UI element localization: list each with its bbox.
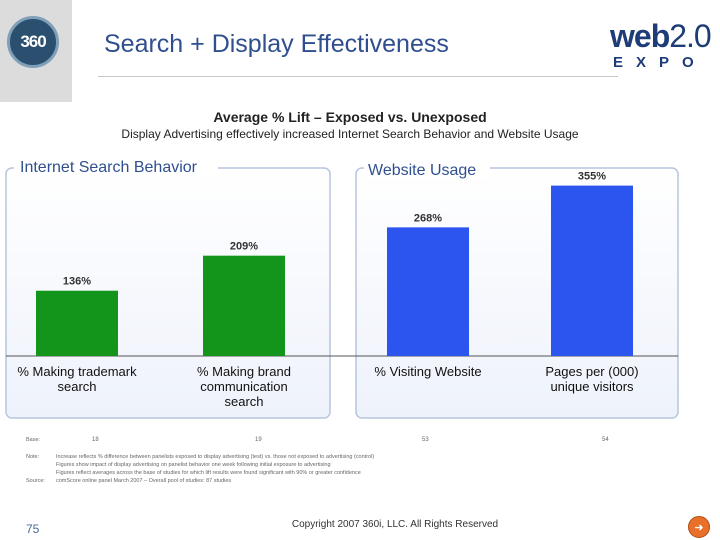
note-label: Note: <box>26 454 40 460</box>
note-line-1: Increase reflects % difference between p… <box>56 454 375 460</box>
slide-title: Search + Display Effectiveness <box>104 30 449 58</box>
source-label: Source: <box>26 478 45 484</box>
category-label-1: % Making trademark search <box>17 364 137 394</box>
web20-logo-text: web2.0 <box>610 18 712 54</box>
bar-value-label-3: 268% <box>414 212 442 224</box>
group-label-bg-search <box>14 156 218 176</box>
base-label: Base: <box>26 437 41 443</box>
copyright-text: Copyright 2007 360i, LLC. All Rights Res… <box>291 519 499 530</box>
title-divider <box>98 76 618 77</box>
bar-value-label-2: 209% <box>230 241 258 253</box>
bar-marks: 136% % Making trademark search 209% % Making… <box>17 171 638 409</box>
arrow-right-icon: ➜ <box>694 521 704 534</box>
base-value-4: 54 <box>602 437 609 443</box>
group-label-search-behavior: Internet Search Behavior <box>20 159 198 176</box>
category-label-4: Pages per (000) unique visitors <box>545 364 638 394</box>
web20-expo-logo: web2.0 EXPO <box>610 18 712 71</box>
chart-title: Average % Lift – Exposed vs. Unexposed <box>213 109 486 125</box>
page-number: 75 <box>26 522 40 536</box>
note-line-2: Figures show impact of display advertisi… <box>56 462 331 468</box>
group-label-website-usage: Website Usage <box>368 162 476 179</box>
base-value-1: 18 <box>92 437 99 443</box>
chart-subtitle: Display Advertising effectively increase… <box>121 127 578 141</box>
expo-logo-text: EXPO <box>613 54 707 71</box>
bar-4 <box>551 185 633 356</box>
note-line-3: Figures reflect averages across the base… <box>56 470 361 476</box>
bar-2 <box>203 255 285 356</box>
bar-value-label-4: 355% <box>578 171 606 183</box>
bar-3 <box>387 227 469 356</box>
base-value-3: 53 <box>422 437 429 443</box>
base-value-2: 19 <box>255 437 262 443</box>
category-label-3: % Visiting Website <box>374 364 481 379</box>
category-label-2: % Making brand communication search <box>197 364 291 409</box>
bar-1 <box>36 290 118 356</box>
group-label-bg-website <box>364 159 490 179</box>
source-text: comScore online panel March 2007 – Overa… <box>56 478 232 484</box>
left-header-strip: 360 <box>0 0 72 102</box>
next-slide-button[interactable]: ➜ <box>688 516 710 538</box>
bar-value-label-1: 136% <box>63 276 91 288</box>
company-logo: 360 <box>7 16 59 68</box>
